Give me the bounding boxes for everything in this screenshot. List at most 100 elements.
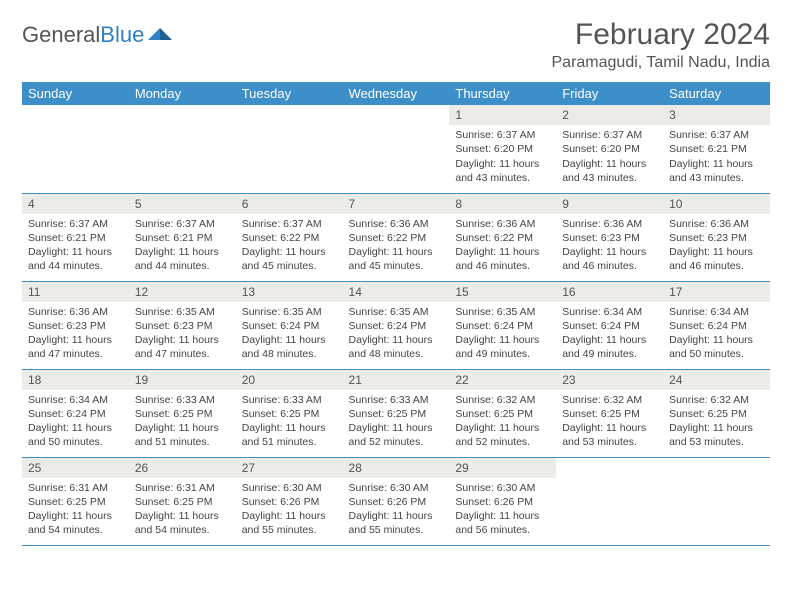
sunrise-line: Sunrise: 6:36 AM <box>455 217 550 231</box>
sunrise-line: Sunrise: 6:32 AM <box>669 393 764 407</box>
day-number: 18 <box>22 370 129 390</box>
sunrise-line: Sunrise: 6:37 AM <box>455 128 550 142</box>
sunset-line: Sunset: 6:21 PM <box>135 231 230 245</box>
day-number: 6 <box>236 194 343 214</box>
day-number: 4 <box>22 194 129 214</box>
sunset-line: Sunset: 6:25 PM <box>562 407 657 421</box>
sunrise-line: Sunrise: 6:35 AM <box>455 305 550 319</box>
sunset-line: Sunset: 6:25 PM <box>135 495 230 509</box>
sunrise-line: Sunrise: 6:32 AM <box>455 393 550 407</box>
sunrise-line: Sunrise: 6:36 AM <box>349 217 444 231</box>
sunrise-line: Sunrise: 6:37 AM <box>28 217 123 231</box>
calendar-cell: 13Sunrise: 6:35 AMSunset: 6:24 PMDayligh… <box>236 281 343 369</box>
calendar-cell: 9 Sunrise: 6:36 AMSunset: 6:23 PMDaylight… <box>556 193 663 281</box>
day-number: 20 <box>236 370 343 390</box>
day-details: Sunrise: 6:36 AMSunset: 6:23 PMDaylight:… <box>22 302 129 366</box>
day-number: 8 <box>449 194 556 214</box>
calendar-cell: 21Sunrise: 6:33 AMSunset: 6:25 PMDayligh… <box>343 369 450 457</box>
calendar-cell: 5Sunrise: 6:37 AMSunset: 6:21 PMDaylight… <box>129 193 236 281</box>
sunrise-line: Sunrise: 6:31 AM <box>135 481 230 495</box>
calendar-cell: 11Sunrise: 6:36 AMSunset: 6:23 PMDayligh… <box>22 281 129 369</box>
daylight-line: Daylight: 11 hours and 48 minutes. <box>242 333 337 361</box>
calendar-cell: 8Sunrise: 6:36 AMSunset: 6:22 PMDaylight… <box>449 193 556 281</box>
daylight-line: Daylight: 11 hours and 46 minutes. <box>562 245 657 273</box>
sunset-line: Sunset: 6:25 PM <box>242 407 337 421</box>
sunrise-line: Sunrise: 6:33 AM <box>242 393 337 407</box>
day-details: Sunrise: 6:36 AMSunset: 6:22 PMDaylight:… <box>449 214 556 278</box>
calendar-cell: 15Sunrise: 6:35 AMSunset: 6:24 PMDayligh… <box>449 281 556 369</box>
sunrise-line: Sunrise: 6:36 AM <box>562 217 657 231</box>
daylight-line: Daylight: 11 hours and 51 minutes. <box>135 421 230 449</box>
sunrise-line: Sunrise: 6:30 AM <box>455 481 550 495</box>
sunrise-line: Sunrise: 6:37 AM <box>242 217 337 231</box>
daylight-line: Daylight: 11 hours and 43 minutes. <box>455 157 550 185</box>
logo-text-general: General <box>22 22 100 48</box>
daylight-line: Daylight: 11 hours and 50 minutes. <box>669 333 764 361</box>
day-number: 29 <box>449 458 556 478</box>
day-number: 16 <box>556 282 663 302</box>
calendar-cell: 20Sunrise: 6:33 AMSunset: 6:25 PMDayligh… <box>236 369 343 457</box>
calendar-table: SundayMondayTuesdayWednesdayThursdayFrid… <box>22 82 770 546</box>
sunrise-line: Sunrise: 6:34 AM <box>669 305 764 319</box>
sunrise-line: Sunrise: 6:35 AM <box>242 305 337 319</box>
day-number: 5 <box>129 194 236 214</box>
calendar-cell: 27Sunrise: 6:30 AMSunset: 6:26 PMDayligh… <box>236 457 343 545</box>
header: GeneralBlue February 2024 Paramagudi, Ta… <box>22 18 770 72</box>
calendar-cell: 4Sunrise: 6:37 AMSunset: 6:21 PMDaylight… <box>22 193 129 281</box>
day-details: Sunrise: 6:34 AMSunset: 6:24 PMDaylight:… <box>663 302 770 366</box>
calendar-cell: 25Sunrise: 6:31 AMSunset: 6:25 PMDayligh… <box>22 457 129 545</box>
sunset-line: Sunset: 6:26 PM <box>455 495 550 509</box>
sunset-line: Sunset: 6:24 PM <box>28 407 123 421</box>
calendar-cell: 7Sunrise: 6:36 AMSunset: 6:22 PMDaylight… <box>343 193 450 281</box>
calendar-week-row: 1Sunrise: 6:37 AMSunset: 6:20 PMDaylight… <box>22 105 770 193</box>
sunrise-line: Sunrise: 6:36 AM <box>669 217 764 231</box>
sunset-line: Sunset: 6:25 PM <box>669 407 764 421</box>
daylight-line: Daylight: 11 hours and 47 minutes. <box>135 333 230 361</box>
daylight-line: Daylight: 11 hours and 44 minutes. <box>28 245 123 273</box>
calendar-cell-empty <box>663 457 770 545</box>
sunset-line: Sunset: 6:25 PM <box>28 495 123 509</box>
daylight-line: Daylight: 11 hours and 46 minutes. <box>669 245 764 273</box>
daylight-line: Daylight: 11 hours and 54 minutes. <box>135 509 230 537</box>
logo: GeneralBlue <box>22 22 174 48</box>
day-details: Sunrise: 6:37 AMSunset: 6:21 PMDaylight:… <box>22 214 129 278</box>
day-details: Sunrise: 6:35 AMSunset: 6:24 PMDaylight:… <box>343 302 450 366</box>
calendar-cell-empty <box>343 105 450 193</box>
sunset-line: Sunset: 6:24 PM <box>349 319 444 333</box>
sunrise-line: Sunrise: 6:32 AM <box>562 393 657 407</box>
calendar-cell: 28Sunrise: 6:30 AMSunset: 6:26 PMDayligh… <box>343 457 450 545</box>
sunrise-line: Sunrise: 6:35 AM <box>349 305 444 319</box>
location: Paramagudi, Tamil Nadu, India <box>552 54 771 72</box>
day-number: 12 <box>129 282 236 302</box>
sunrise-line: Sunrise: 6:37 AM <box>562 128 657 142</box>
day-details: Sunrise: 6:31 AMSunset: 6:25 PMDaylight:… <box>129 478 236 542</box>
sunset-line: Sunset: 6:22 PM <box>349 231 444 245</box>
calendar-cell: 10Sunrise: 6:36 AMSunset: 6:23 PMDayligh… <box>663 193 770 281</box>
calendar-cell-empty <box>556 457 663 545</box>
sunrise-line: Sunrise: 6:30 AM <box>242 481 337 495</box>
title-block: February 2024 Paramagudi, Tamil Nadu, In… <box>552 18 771 72</box>
logo-text-blue: Blue <box>100 22 144 48</box>
calendar-cell: 18Sunrise: 6:34 AMSunset: 6:24 PMDayligh… <box>22 369 129 457</box>
sunset-line: Sunset: 6:23 PM <box>562 231 657 245</box>
daylight-line: Daylight: 11 hours and 47 minutes. <box>28 333 123 361</box>
day-number: 13 <box>236 282 343 302</box>
calendar-cell: 22Sunrise: 6:32 AMSunset: 6:25 PMDayligh… <box>449 369 556 457</box>
calendar-cell: 1Sunrise: 6:37 AMSunset: 6:20 PMDaylight… <box>449 105 556 193</box>
day-number: 27 <box>236 458 343 478</box>
day-number: 9 <box>556 194 663 214</box>
day-number: 7 <box>343 194 450 214</box>
daylight-line: Daylight: 11 hours and 50 minutes. <box>28 421 123 449</box>
calendar-cell: 14Sunrise: 6:35 AMSunset: 6:24 PMDayligh… <box>343 281 450 369</box>
daylight-line: Daylight: 11 hours and 43 minutes. <box>669 157 764 185</box>
day-details: Sunrise: 6:30 AMSunset: 6:26 PMDaylight:… <box>449 478 556 542</box>
month-title: February 2024 <box>552 18 771 52</box>
calendar-week-row: 18Sunrise: 6:34 AMSunset: 6:24 PMDayligh… <box>22 369 770 457</box>
day-details: Sunrise: 6:35 AMSunset: 6:24 PMDaylight:… <box>236 302 343 366</box>
sunrise-line: Sunrise: 6:31 AM <box>28 481 123 495</box>
calendar-cell: 3Sunrise: 6:37 AMSunset: 6:21 PMDaylight… <box>663 105 770 193</box>
calendar-cell-empty <box>22 105 129 193</box>
sunrise-line: Sunrise: 6:34 AM <box>562 305 657 319</box>
day-number: 1 <box>449 105 556 125</box>
day-number: 26 <box>129 458 236 478</box>
